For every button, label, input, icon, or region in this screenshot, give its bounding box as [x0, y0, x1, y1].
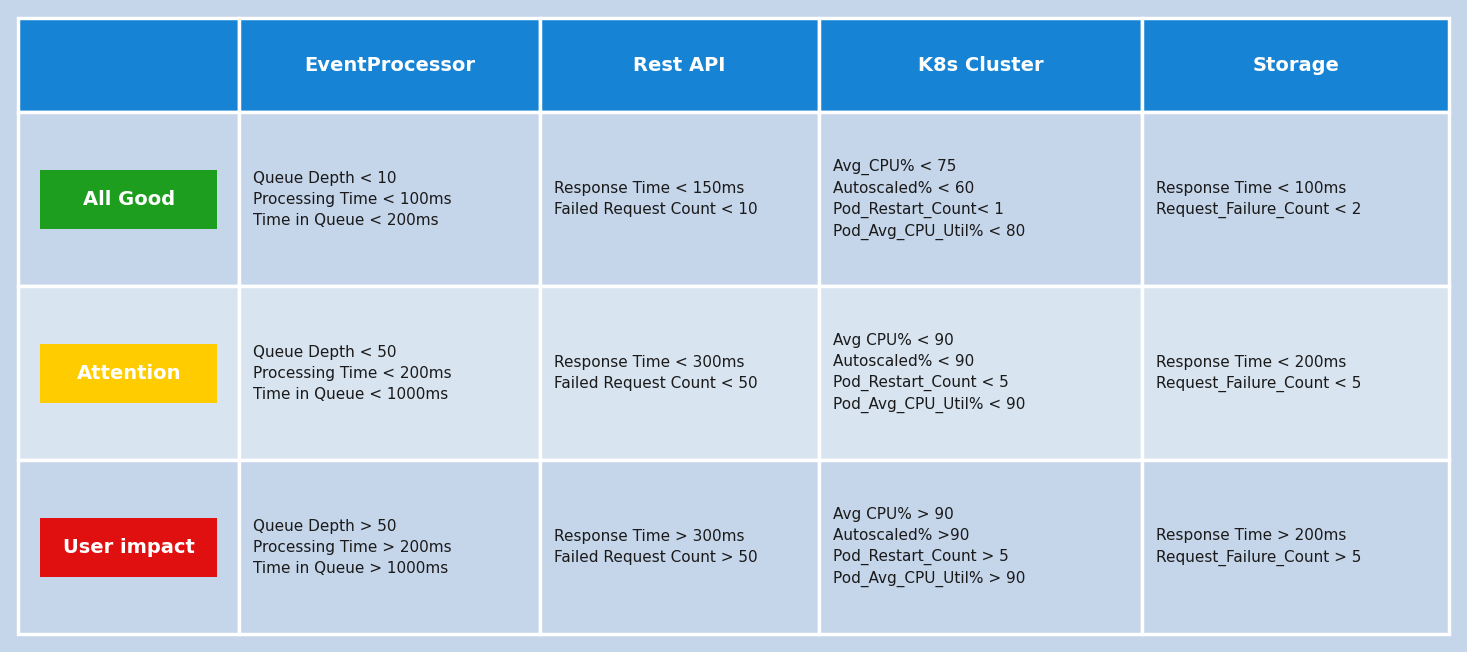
Bar	[540, 112, 819, 286]
Text: Avg CPU% > 90
Autoscaled% >90
Pod_Restart_Count > 5
Pod_Avg_CPU_Util% > 90: Avg CPU% > 90 Autoscaled% >90 Pod_Restar…	[833, 507, 1025, 587]
Bar	[239, 286, 540, 460]
Bar	[819, 18, 1143, 112]
Bar	[40, 344, 217, 403]
Text: Queue Depth < 50
Processing Time < 200ms
Time in Queue < 1000ms: Queue Depth < 50 Processing Time < 200ms…	[254, 345, 452, 402]
Text: Avg_CPU% < 75
Autoscaled% < 60
Pod_Restart_Count< 1
Pod_Avg_CPU_Util% < 80: Avg_CPU% < 75 Autoscaled% < 60 Pod_Resta…	[833, 158, 1025, 240]
Bar	[18, 112, 239, 286]
Bar	[18, 460, 239, 634]
Text: Response Time > 200ms
Request_Failure_Count > 5: Response Time > 200ms Request_Failure_Co…	[1156, 529, 1361, 566]
Text: Queue Depth < 10
Processing Time < 100ms
Time in Queue < 200ms: Queue Depth < 10 Processing Time < 100ms…	[254, 171, 452, 228]
Bar	[819, 286, 1143, 460]
Text: Response Time < 200ms
Request_Failure_Count < 5: Response Time < 200ms Request_Failure_Co…	[1156, 355, 1361, 392]
Text: Response Time > 300ms
Failed Request Count > 50: Response Time > 300ms Failed Request Cou…	[555, 529, 758, 565]
Bar	[819, 112, 1143, 286]
Bar	[1143, 460, 1449, 634]
Bar	[1143, 18, 1449, 112]
Text: All Good: All Good	[82, 190, 175, 209]
Text: Response Time < 100ms
Request_Failure_Count < 2: Response Time < 100ms Request_Failure_Co…	[1156, 181, 1361, 218]
Text: Avg CPU% < 90
Autoscaled% < 90
Pod_Restart_Count < 5
Pod_Avg_CPU_Util% < 90: Avg CPU% < 90 Autoscaled% < 90 Pod_Resta…	[833, 333, 1025, 413]
Bar	[239, 460, 540, 634]
Text: User impact: User impact	[63, 537, 195, 557]
Text: Rest API: Rest API	[634, 55, 726, 75]
Text: Response Time < 300ms
Failed Request Count < 50: Response Time < 300ms Failed Request Cou…	[555, 355, 758, 391]
Bar	[239, 18, 540, 112]
Bar	[819, 460, 1143, 634]
Bar	[18, 18, 239, 112]
Text: Storage: Storage	[1253, 55, 1339, 75]
Text: EventProcessor: EventProcessor	[305, 55, 475, 75]
Text: Attention: Attention	[76, 364, 180, 383]
Bar	[540, 286, 819, 460]
Bar	[40, 518, 217, 576]
Text: Queue Depth > 50
Processing Time > 200ms
Time in Queue > 1000ms: Queue Depth > 50 Processing Time > 200ms…	[254, 518, 452, 576]
Text: Response Time < 150ms
Failed Request Count < 10: Response Time < 150ms Failed Request Cou…	[555, 181, 758, 217]
Bar	[540, 460, 819, 634]
Bar	[1143, 286, 1449, 460]
Bar	[540, 18, 819, 112]
Bar	[40, 170, 217, 229]
Bar	[18, 286, 239, 460]
Bar	[239, 112, 540, 286]
Bar	[1143, 112, 1449, 286]
Text: K8s Cluster: K8s Cluster	[918, 55, 1043, 75]
